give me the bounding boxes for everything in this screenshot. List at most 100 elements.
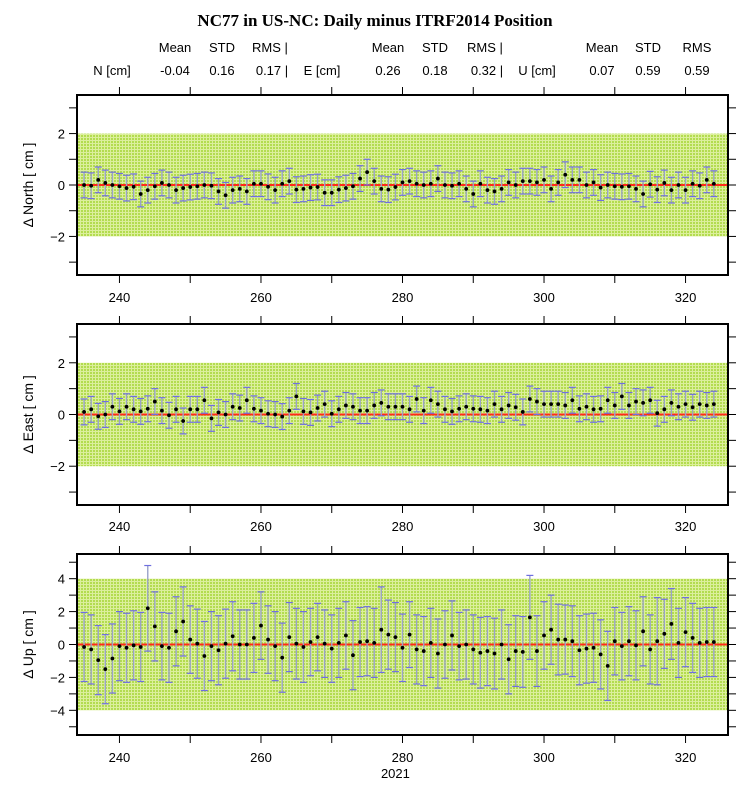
data-point	[252, 406, 256, 411]
data-point	[556, 402, 561, 407]
data-point	[697, 640, 702, 645]
data-point	[343, 186, 348, 190]
data-point	[266, 637, 270, 642]
data-point	[202, 398, 207, 403]
data-point	[634, 643, 638, 648]
data-point	[492, 189, 497, 194]
y-tick-label: 0	[58, 178, 65, 193]
data-point	[273, 412, 278, 417]
data-point	[329, 190, 334, 195]
data-point	[690, 405, 695, 410]
data-point	[527, 397, 532, 401]
data-point	[244, 398, 249, 403]
data-point	[499, 407, 504, 412]
data-point	[485, 188, 490, 193]
data-point	[506, 657, 511, 662]
data-point	[131, 407, 136, 412]
data-point	[577, 648, 582, 653]
data-point	[421, 183, 426, 187]
data-point	[520, 650, 525, 654]
data-point	[131, 184, 136, 189]
y-tick-label: 4	[58, 572, 65, 587]
data-point	[598, 406, 603, 411]
panel-east: 240 260 280 300 320 −2 0 2 Δ East [ cm ]	[20, 316, 736, 534]
data-point	[435, 176, 440, 181]
y-tick-label: 0	[58, 408, 65, 423]
x-tick-label: 240	[109, 290, 131, 305]
data-point	[117, 409, 122, 414]
data-point	[294, 641, 299, 646]
data-point	[266, 184, 270, 189]
data-point	[711, 181, 716, 186]
x-tick-label: 240	[109, 519, 131, 534]
data-point	[301, 186, 306, 191]
data-point	[549, 186, 553, 191]
data-point	[669, 188, 674, 193]
data-point	[110, 404, 115, 409]
data-point	[379, 627, 384, 632]
data-point	[549, 627, 553, 632]
data-point	[421, 408, 426, 413]
data-point	[499, 186, 504, 191]
data-point	[244, 642, 249, 647]
col-header-north-rms: RMS |	[252, 40, 288, 55]
data-point	[648, 647, 653, 652]
x-tick-label: 260	[250, 519, 272, 534]
data-point	[435, 651, 440, 656]
data-point	[287, 179, 292, 184]
data-point	[662, 407, 667, 412]
data-point	[648, 182, 653, 187]
data-point	[209, 183, 214, 188]
data-point	[641, 192, 645, 196]
east-rms: 0.32 |	[471, 63, 503, 78]
east-mean: 0.26	[375, 63, 400, 78]
data-point	[280, 655, 285, 660]
data-point	[711, 640, 716, 644]
data-point	[259, 181, 263, 186]
east-std: 0.18	[422, 63, 447, 78]
data-point	[683, 402, 688, 407]
data-point	[485, 408, 490, 413]
data-point	[386, 404, 391, 409]
y-axis-label: Δ North [ cm ]	[20, 143, 36, 228]
data-point	[563, 637, 568, 642]
up-rms: 0.59	[684, 63, 709, 78]
data-point	[216, 410, 221, 415]
data-point	[103, 412, 108, 417]
data-point	[216, 189, 221, 194]
north-mean: -0.04	[160, 63, 190, 78]
data-point	[322, 402, 327, 407]
data-point	[152, 184, 157, 189]
data-point	[315, 185, 320, 189]
data-point	[237, 406, 242, 410]
data-point	[280, 414, 285, 419]
data-point	[605, 183, 610, 187]
data-point	[223, 412, 228, 417]
data-point	[379, 186, 384, 191]
data-point	[110, 656, 115, 661]
data-point	[697, 183, 702, 188]
data-point	[152, 624, 157, 629]
data-point	[584, 646, 589, 651]
data-point	[513, 649, 518, 653]
data-point	[223, 193, 228, 198]
data-point	[365, 408, 370, 413]
north-rms: 0.17 |	[256, 63, 288, 78]
data-point	[209, 644, 214, 649]
data-point	[421, 649, 426, 653]
data-point	[584, 183, 589, 187]
y-tick-label: −2	[50, 670, 65, 685]
data-point	[124, 404, 129, 409]
data-point	[563, 172, 568, 177]
data-point	[598, 652, 603, 657]
data-point	[358, 408, 362, 413]
data-point	[174, 407, 178, 412]
data-point	[443, 407, 447, 412]
data-point	[117, 184, 122, 189]
data-point	[372, 640, 377, 645]
data-point	[308, 185, 313, 190]
y-axis-label: Δ Up [ cm ]	[20, 610, 36, 678]
x-tick-label: 320	[675, 750, 697, 765]
data-point	[117, 644, 122, 649]
